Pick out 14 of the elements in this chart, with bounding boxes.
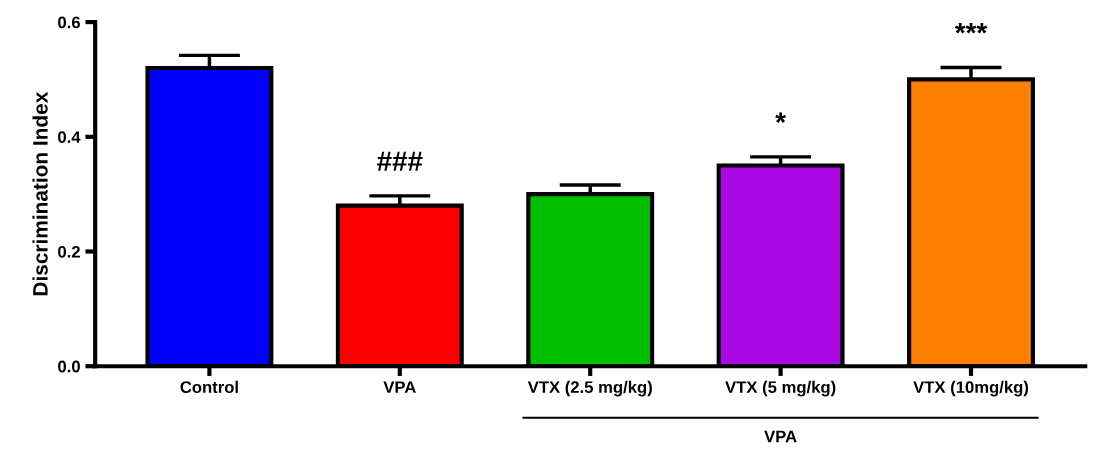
x-tick-label: Control <box>180 380 238 394</box>
annotation: *** <box>954 23 988 34</box>
y-tick-label: 0.0 <box>58 360 80 373</box>
annotation: * <box>775 112 786 123</box>
text: VPA <box>764 430 797 443</box>
annotation: ### <box>377 151 423 171</box>
y-tick-label: 0.4 <box>58 131 81 144</box>
y-tick-label: 0.2 <box>58 245 80 258</box>
y-tick-label: 0.6 <box>58 16 80 29</box>
x-tick-label: VTX (5 mg/kg) <box>725 380 836 397</box>
x-tick-label: VTX (2.5 mg/kg) <box>527 380 652 397</box>
y-axis-title: Discrimination Index <box>32 91 48 296</box>
x-tick-label: VPA <box>383 381 416 393</box>
x-tick-label: VTX (10mg/kg) <box>913 380 1029 397</box>
